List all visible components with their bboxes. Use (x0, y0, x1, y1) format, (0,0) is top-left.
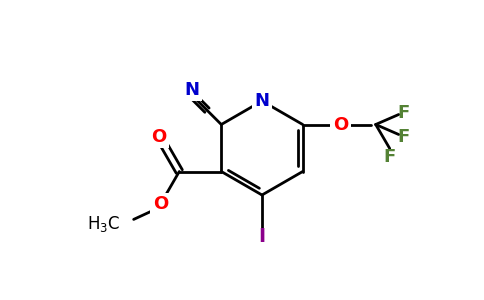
Text: F: F (397, 128, 410, 146)
Text: F: F (397, 103, 410, 122)
Text: F: F (384, 148, 396, 166)
Text: H$_3$C: H$_3$C (88, 214, 121, 234)
Text: O: O (333, 116, 348, 134)
Text: I: I (258, 227, 266, 247)
Text: O: O (152, 195, 168, 213)
Text: N: N (255, 92, 270, 110)
Text: O: O (151, 128, 166, 146)
Text: N: N (184, 81, 199, 99)
